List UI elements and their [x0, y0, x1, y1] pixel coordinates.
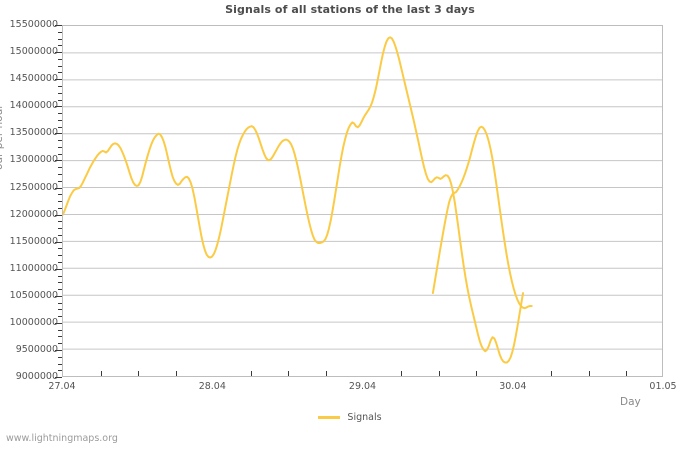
y-axis-minor-tick [58, 119, 62, 121]
y-axis-minor-tick [58, 99, 62, 101]
x-axis-minor-tick [175, 371, 177, 376]
y-axis-minor-tick [58, 201, 62, 202]
y-tick-label: 14000000 [9, 100, 58, 112]
y-axis-tick [55, 133, 62, 135]
x-tick-label: 30.04 [499, 381, 527, 392]
y-axis-minor-tick [58, 275, 62, 277]
y-axis-minor-tick [58, 289, 62, 290]
y-axis-tick [55, 268, 62, 270]
y-axis-tick [55, 295, 62, 297]
y-axis-minor-tick [58, 316, 62, 318]
y-axis-minor-tick [58, 180, 62, 182]
chart-legend: Signals [0, 412, 700, 423]
y-tick-label: 10000000 [9, 316, 58, 328]
x-tick-label: 28.04 [198, 381, 226, 392]
x-axis-minor-tick [438, 371, 440, 376]
y-axis-minor-tick [58, 207, 62, 209]
y-axis-minor-tick [58, 336, 62, 338]
y-axis-minor-tick [58, 58, 62, 60]
x-axis-minor-tick [138, 371, 140, 376]
x-axis-minor-tick [588, 371, 590, 376]
y-tick-label: 12000000 [9, 208, 58, 220]
x-tick-label: 29.04 [348, 381, 377, 392]
y-axis-minor-tick [58, 113, 62, 114]
y-axis-minor-tick [58, 31, 62, 33]
plot-area [62, 25, 663, 377]
y-axis-tick [55, 349, 62, 351]
y-axis-tick-labels: 9000000 9500000 10000000 10500000 11000000 11… [0, 0, 62, 450]
y-axis-tick [55, 79, 62, 81]
y-axis-minor-tick [58, 194, 62, 196]
x-axis-tick-labels: 27.04 28.04 29.04 30.04 01.05 [0, 381, 700, 395]
watermark-text: www.lightningmaps.org [6, 433, 118, 444]
y-axis-minor-tick [58, 261, 62, 263]
legend-color-swatch [318, 416, 341, 419]
y-axis-minor-tick [58, 173, 62, 175]
x-axis-title: Day [620, 396, 641, 408]
y-axis-minor-tick [58, 228, 62, 230]
x-tick-label: 27.04 [48, 381, 76, 392]
y-axis-minor-tick [58, 343, 62, 345]
y-axis-minor-tick [58, 309, 62, 311]
x-axis-minor-tick [476, 371, 478, 376]
y-tick-label: 14500000 [9, 73, 58, 85]
y-tick-label: 12500000 [9, 181, 58, 193]
legend-item[interactable]: Signals [318, 412, 382, 423]
y-axis-minor-tick [58, 72, 62, 74]
y-axis-minor-tick [58, 329, 62, 331]
y-axis-tick [55, 214, 62, 216]
y-tick-label: 11000000 [9, 262, 58, 274]
x-axis-minor-tick [325, 371, 327, 376]
y-axis-minor-tick [58, 255, 62, 257]
y-axis-minor-tick [58, 282, 62, 284]
y-axis-minor-tick [58, 65, 62, 67]
series-lines [63, 36, 533, 364]
y-tick-label: 9500000 [15, 343, 58, 355]
grid-lines [63, 52, 662, 350]
y-axis-minor-tick [58, 126, 62, 128]
y-axis-minor-tick [58, 45, 62, 47]
y-axis-tick [55, 377, 62, 378]
y-tick-label: 15000000 [9, 46, 58, 58]
y-axis-minor-tick [58, 234, 62, 236]
legend-label: Signals [347, 412, 382, 423]
y-axis-minor-tick [58, 140, 62, 142]
x-axis-minor-tick [100, 371, 102, 376]
y-tick-label: 15500000 [9, 19, 58, 30]
y-axis-minor-tick [58, 146, 62, 148]
y-axis-minor-tick [58, 302, 62, 304]
y-tick-label: 11500000 [9, 235, 58, 247]
y-axis-minor-tick [58, 356, 62, 358]
y-tick-label: 13500000 [9, 127, 58, 139]
y-axis-minor-tick [58, 221, 62, 223]
x-axis-minor-tick [250, 371, 252, 376]
x-tick-label: 01.05 [649, 381, 677, 392]
y-axis-tick [55, 106, 62, 108]
x-axis-minor-tick [401, 371, 403, 376]
y-axis-minor-tick [58, 38, 62, 40]
y-axis-minor-tick [58, 153, 62, 155]
y-axis-tick [55, 160, 62, 162]
y-axis-tick [55, 52, 62, 54]
y-axis-minor-tick [58, 248, 62, 250]
y-axis-minor-tick [58, 92, 62, 94]
x-axis-minor-tick [551, 371, 553, 376]
x-axis-minor-tick [288, 371, 290, 376]
y-axis-title: our per hour [0, 104, 5, 170]
y-axis-minor-tick [58, 167, 62, 169]
y-axis-minor-tick [58, 370, 62, 372]
y-axis-tick [55, 25, 62, 26]
y-tick-label: 10500000 [9, 289, 58, 301]
y-axis-tick [55, 187, 62, 189]
y-axis-tick [55, 322, 62, 324]
y-axis-minor-tick [58, 363, 62, 365]
y-tick-label: 9000000 [15, 371, 58, 382]
y-tick-label: 13000000 [9, 154, 58, 166]
y-axis-tick [55, 241, 62, 243]
chart-title: Signals of all stations of the last 3 da… [225, 3, 475, 16]
x-axis-minor-tick [626, 371, 628, 376]
y-axis-minor-tick [58, 85, 62, 87]
